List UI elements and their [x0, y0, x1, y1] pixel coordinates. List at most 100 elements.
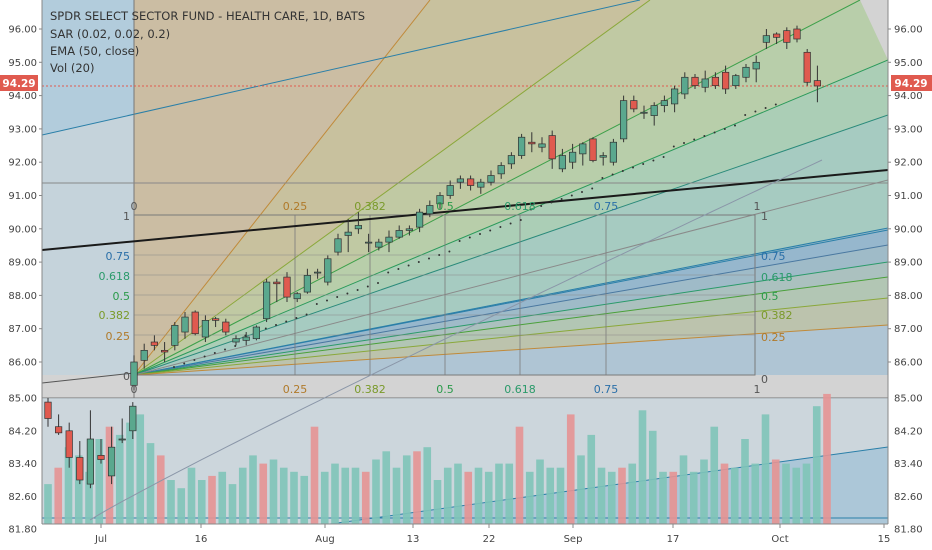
price-tick-label: 93.00 — [894, 124, 923, 135]
volume-bar — [823, 393, 831, 524]
volume-bar — [618, 467, 626, 524]
fan-ray[interactable] — [133, 276, 888, 376]
candle-up — [405, 228, 413, 231]
sar-dot — [448, 250, 451, 253]
price-tick-label: 91.00 — [8, 191, 37, 202]
volume-bar — [546, 467, 555, 524]
sar-dot — [356, 289, 359, 291]
price-tick-label: 94.00 — [8, 91, 37, 102]
volume-bar — [320, 471, 329, 524]
fib-label: 1 — [761, 210, 768, 223]
study-sar-label[interactable]: SAR (0.02, 0.02, 0.2) — [50, 27, 170, 41]
volume-bar — [566, 414, 575, 524]
sar-dot — [264, 327, 267, 330]
fib-label: 0.75 — [594, 383, 619, 396]
volume-tick-label: 81.80 — [894, 525, 923, 536]
candle-up — [303, 275, 311, 293]
sar-dot — [193, 359, 196, 361]
candle-down — [191, 311, 199, 335]
candle-up — [171, 325, 179, 346]
candle-down — [589, 138, 597, 161]
fib-label: 0.75 — [761, 250, 786, 263]
candle-up — [395, 230, 403, 238]
price-badge-right: 94.29 — [891, 75, 932, 91]
volume-bar — [197, 480, 206, 524]
fan-ray[interactable] — [133, 0, 651, 376]
fib-label: 0 — [761, 373, 768, 386]
volume-bar — [167, 480, 175, 524]
candle-down — [65, 430, 73, 458]
fan-ray[interactable] — [133, 0, 861, 376]
sar-dot — [499, 226, 502, 228]
volume-bar — [525, 471, 534, 524]
fan-ray[interactable] — [133, 227, 888, 376]
sar-dot — [611, 173, 614, 176]
volume-bar — [597, 467, 606, 524]
volume-bar — [269, 459, 278, 524]
fan-ray[interactable] — [133, 297, 888, 376]
trend-line[interactable] — [42, 169, 888, 251]
fan-upper-ray[interactable] — [42, 0, 641, 136]
fib-label: 1 — [754, 383, 761, 396]
candle-down — [721, 71, 730, 90]
sar-dot — [407, 264, 410, 267]
sar-dot — [438, 254, 441, 256]
fib-label: 0.382 — [354, 383, 386, 396]
volume-bar — [228, 484, 237, 524]
fan-wedge — [134, 0, 888, 375]
candle-down — [548, 135, 556, 160]
volume-bar — [249, 455, 257, 524]
fan-gray-ray[interactable] — [133, 179, 888, 376]
candle-up — [293, 293, 301, 300]
volume-bar — [54, 467, 63, 524]
fib-label: 0.25 — [283, 383, 308, 396]
sar-dot — [519, 219, 522, 221]
fib-label: 0 — [123, 370, 130, 383]
candle-up — [762, 35, 771, 43]
fib-label: 0.382 — [354, 200, 386, 213]
candle-down — [467, 178, 475, 186]
candle-down — [772, 33, 781, 38]
study-vol-label[interactable]: Vol (20) — [50, 61, 94, 75]
candle-up — [242, 336, 250, 341]
volume-tick-label: 82.60 — [8, 492, 37, 503]
time-tick-label: 13 — [407, 534, 420, 545]
volume-tick-label: 83.40 — [8, 459, 37, 470]
fan-ray[interactable] — [133, 244, 888, 376]
fan-ray[interactable] — [133, 324, 888, 376]
volume-bar — [638, 410, 647, 524]
price-tick-label: 87.00 — [894, 324, 923, 335]
candle-up — [609, 141, 618, 163]
candle-up — [579, 143, 587, 155]
price-tick-label: 90.00 — [8, 224, 37, 235]
study-ema-label[interactable]: EMA (50, close) — [50, 44, 139, 58]
volume-tick-label: 84.20 — [894, 426, 923, 437]
sar-dot — [315, 303, 318, 305]
candle-up — [354, 225, 362, 230]
price-tick-label: 88.00 — [8, 291, 37, 302]
candle-up — [436, 195, 444, 205]
volume-bar — [44, 484, 52, 524]
fan-ray[interactable] — [133, 261, 888, 376]
time-tick-label: Aug — [315, 534, 335, 545]
volume-bar — [392, 467, 401, 524]
sar-dot — [570, 194, 573, 197]
candle-up — [477, 181, 485, 188]
fan-ray[interactable] — [133, 0, 431, 376]
candle-down — [76, 457, 84, 481]
volume-tick-label: 82.60 — [894, 492, 923, 503]
price-tick-label: 93.00 — [8, 124, 37, 135]
fib-fan-drawing[interactable] — [42, 0, 888, 524]
time-tick-label: Oct — [771, 534, 788, 545]
ema-line — [89, 159, 823, 521]
sar-dot — [346, 292, 349, 295]
fib-label: 0.382 — [761, 309, 793, 322]
candle-up — [670, 88, 679, 105]
fan-ray[interactable] — [133, 59, 888, 376]
volume-bar — [402, 455, 411, 524]
candle-up — [732, 75, 740, 86]
sar-dot — [591, 187, 594, 190]
candle-up — [426, 205, 434, 215]
volume-bar — [85, 471, 93, 524]
